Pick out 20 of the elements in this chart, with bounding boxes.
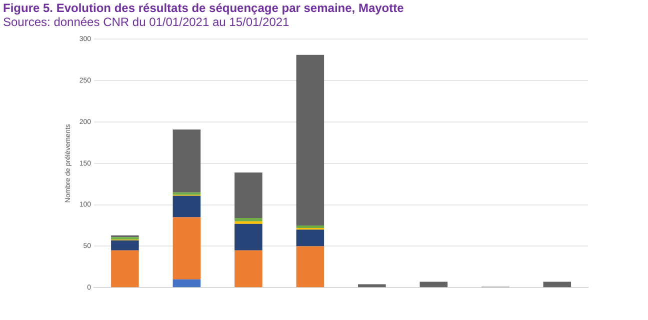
bar: [172, 279, 201, 288]
bar: [420, 282, 448, 288]
bar: [234, 224, 262, 250]
chart-title: Figure 5. Evolution des résultats de séquençage par semaine, Mayotte: [3, 1, 404, 15]
bar: [543, 282, 572, 288]
bar: [111, 237, 139, 240]
bar: [172, 217, 201, 280]
bar: [296, 246, 324, 288]
bar: [296, 54, 324, 226]
bar: [172, 192, 201, 195]
bar: [234, 221, 262, 224]
bar: [234, 218, 262, 222]
bar: [172, 129, 201, 192]
bar: [234, 250, 262, 288]
bar: [111, 250, 139, 288]
bar: [234, 172, 262, 218]
bar: [172, 196, 201, 218]
bar: [111, 240, 139, 250]
bar: [296, 230, 324, 246]
chart-subtitle: Sources: données CNR du 01/01/2021 au 15/01/2021: [3, 15, 290, 29]
